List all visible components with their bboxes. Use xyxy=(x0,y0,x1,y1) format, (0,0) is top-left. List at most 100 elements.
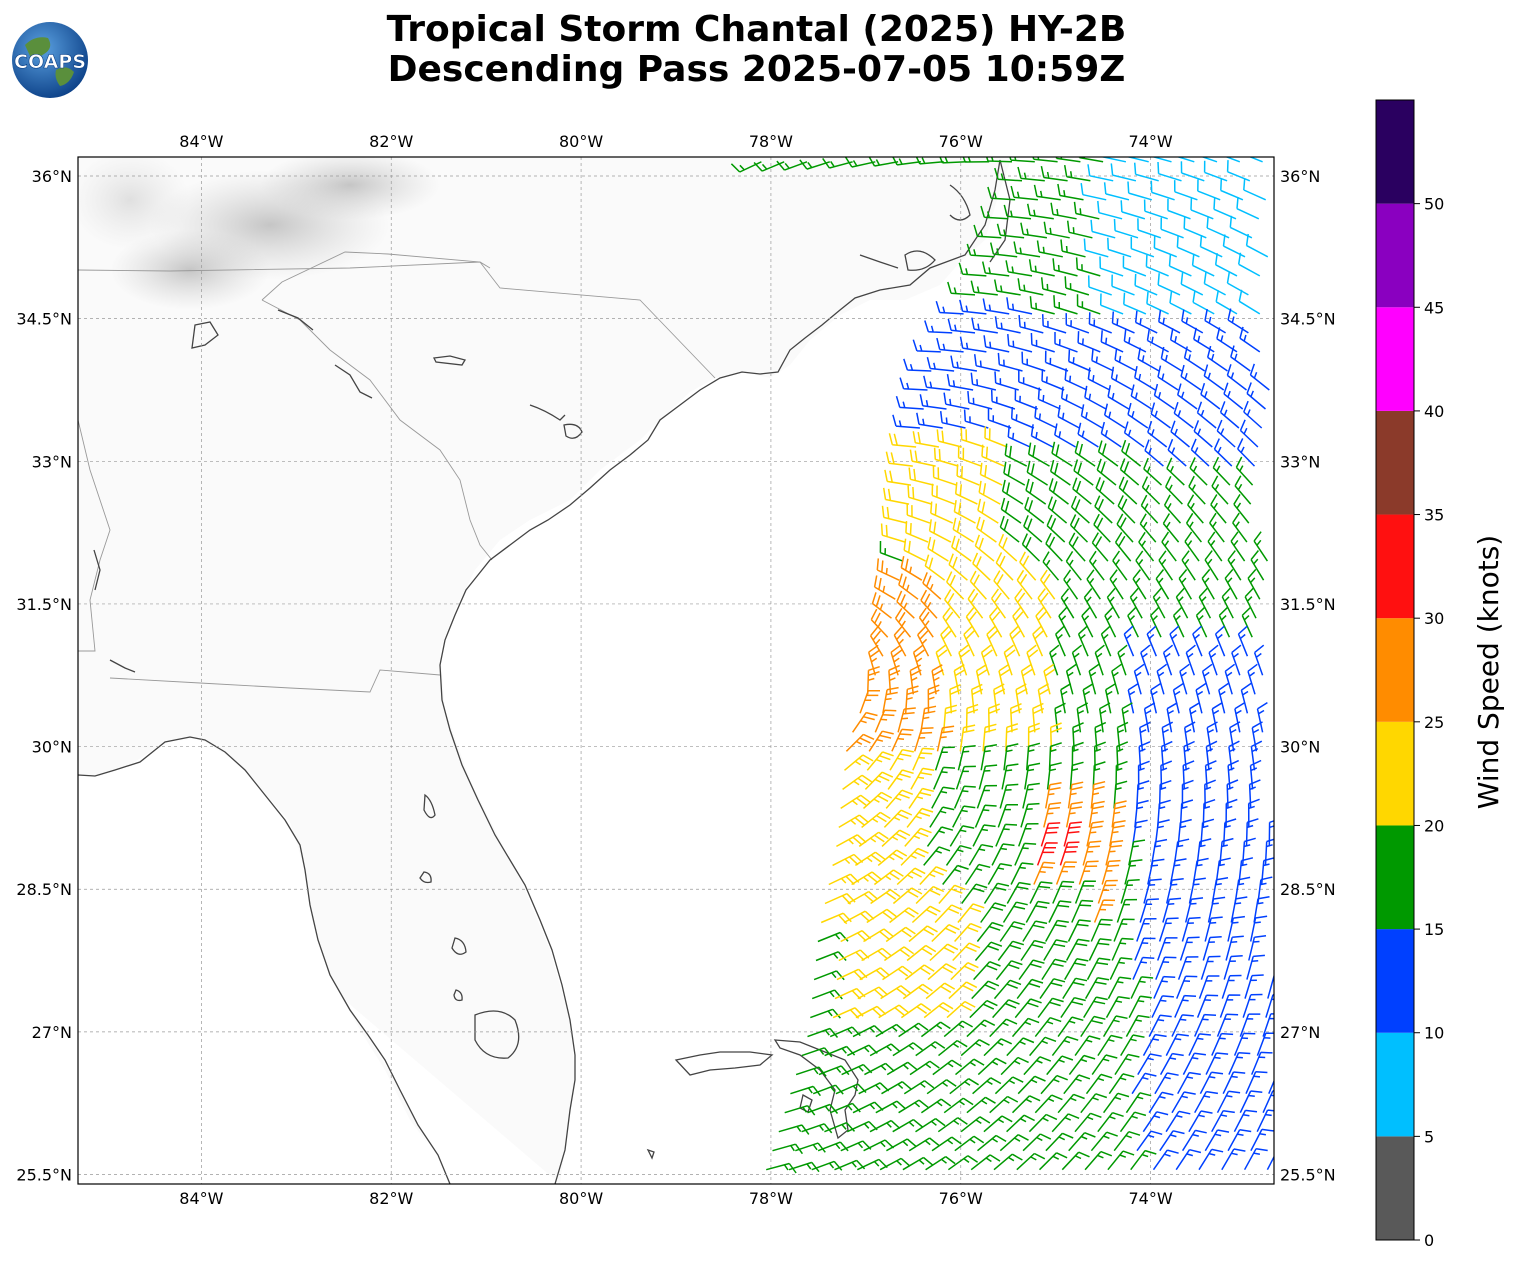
wind-barb xyxy=(981,261,1010,277)
wind-barb xyxy=(996,223,1025,239)
wind-barb xyxy=(1204,916,1223,942)
wind-barb xyxy=(1107,385,1130,410)
wind-barb xyxy=(907,485,933,505)
wind-barb xyxy=(840,794,871,810)
wind-barb xyxy=(1055,861,1077,885)
lon-tick-label-top: 76°W xyxy=(939,132,983,151)
colorbar-bin xyxy=(1376,410,1414,515)
wind-barb xyxy=(1183,346,1206,372)
wind-barb xyxy=(1216,1013,1239,1037)
wind-barb xyxy=(954,922,982,942)
wind-barb xyxy=(836,834,867,848)
wind-barb xyxy=(957,903,985,923)
wind-barb xyxy=(878,1004,909,1019)
wind-barb xyxy=(801,1047,833,1058)
wind-barb xyxy=(1109,569,1124,600)
wind-barb xyxy=(949,684,962,714)
wind-barb xyxy=(1055,157,1081,163)
wind-barb xyxy=(960,1116,991,1133)
wind-barb xyxy=(926,826,954,847)
chart-title-line2: Descending Pass 2025-07-05 10:59Z xyxy=(387,49,1126,90)
wind-barb xyxy=(1084,976,1110,999)
wind-barb xyxy=(887,769,914,790)
wind-barb xyxy=(1116,721,1129,752)
wind-barb xyxy=(972,824,996,847)
wind-barb xyxy=(944,589,961,619)
wind-barb xyxy=(859,689,880,714)
wind-barb xyxy=(1134,310,1158,334)
wind-barb xyxy=(1022,1133,1052,1152)
wind-barb xyxy=(900,556,923,581)
wind-barb xyxy=(1204,550,1219,581)
wind-barb xyxy=(1016,978,1044,1000)
wind-barb xyxy=(952,805,976,828)
wind-barb xyxy=(1165,1110,1191,1133)
wind-barb xyxy=(915,885,945,905)
axis-labels: 84°W 84°W 82°W 82°W 80°W 80°W 78°W 78°W 76°W 76°W… xyxy=(16,132,1335,1208)
wind-barb xyxy=(1108,1073,1135,1095)
wind-barb xyxy=(1229,721,1241,752)
wind-barb xyxy=(1037,997,1064,1019)
wind-barb xyxy=(1066,220,1093,239)
wind-barb xyxy=(1156,937,1178,961)
wind-barb xyxy=(964,863,991,885)
wind-barb xyxy=(1256,1032,1274,1056)
wind-barb xyxy=(1247,568,1261,600)
wind-barb xyxy=(1240,682,1252,714)
wind-barb xyxy=(1025,478,1047,505)
wind-barb xyxy=(904,964,935,981)
wind-barb xyxy=(1199,235,1223,258)
wind-barb xyxy=(812,1084,844,1095)
wind-barb xyxy=(1068,532,1086,562)
wind-barb xyxy=(980,743,998,771)
wind-barb xyxy=(945,844,972,866)
wind-barb xyxy=(874,709,897,733)
wind-barb xyxy=(1250,740,1263,771)
lon-tick-label-bottom: 78°W xyxy=(749,1189,793,1208)
wind-barb xyxy=(982,298,1010,315)
wind-barb xyxy=(889,748,914,771)
wind-barb xyxy=(1166,702,1178,733)
lat-tick-label-left: 36°N xyxy=(32,167,72,186)
wind-barb xyxy=(1167,438,1187,467)
wind-barb xyxy=(1042,551,1060,581)
wind-barb xyxy=(1034,1016,1062,1038)
wind-barb xyxy=(1060,588,1075,619)
wind-barb xyxy=(870,608,889,638)
wind-barb xyxy=(1114,532,1132,562)
wind-barb xyxy=(1127,181,1153,201)
wind-barb xyxy=(832,853,864,867)
wind-barb xyxy=(813,970,845,981)
wind-barb xyxy=(1177,1071,1201,1095)
wind-barb xyxy=(730,161,762,173)
wind-barb xyxy=(912,644,925,676)
wind-barb xyxy=(959,724,976,752)
wind-barb xyxy=(1036,842,1058,866)
wind-barb xyxy=(900,847,929,866)
wind-barb xyxy=(986,625,998,657)
wind-barb xyxy=(1090,219,1116,239)
wind-barb xyxy=(949,825,975,847)
wind-barb xyxy=(1097,1034,1123,1057)
wind-barb xyxy=(1025,742,1041,771)
wind-barb xyxy=(1182,1052,1206,1075)
wind-barb xyxy=(1111,663,1122,695)
wind-barb xyxy=(906,807,934,828)
wind-barb xyxy=(1054,423,1076,448)
wind-barb xyxy=(915,157,944,165)
wind-barb xyxy=(1151,995,1174,1018)
wind-barb xyxy=(1065,551,1082,581)
wind-barb xyxy=(1077,625,1089,657)
wind-barb xyxy=(930,501,954,524)
wind-barb xyxy=(1181,1129,1207,1152)
wind-barb xyxy=(1049,722,1062,752)
wind-barb xyxy=(1219,994,1241,1018)
wind-barb xyxy=(976,516,997,543)
wind-barb xyxy=(948,981,978,1000)
wind-barb xyxy=(1111,800,1127,828)
wind-barb xyxy=(1239,1013,1261,1037)
wind-barb xyxy=(1052,258,1078,277)
wind-barb xyxy=(933,447,959,467)
wind-barb xyxy=(1158,310,1181,334)
wind-barb xyxy=(857,986,889,1000)
